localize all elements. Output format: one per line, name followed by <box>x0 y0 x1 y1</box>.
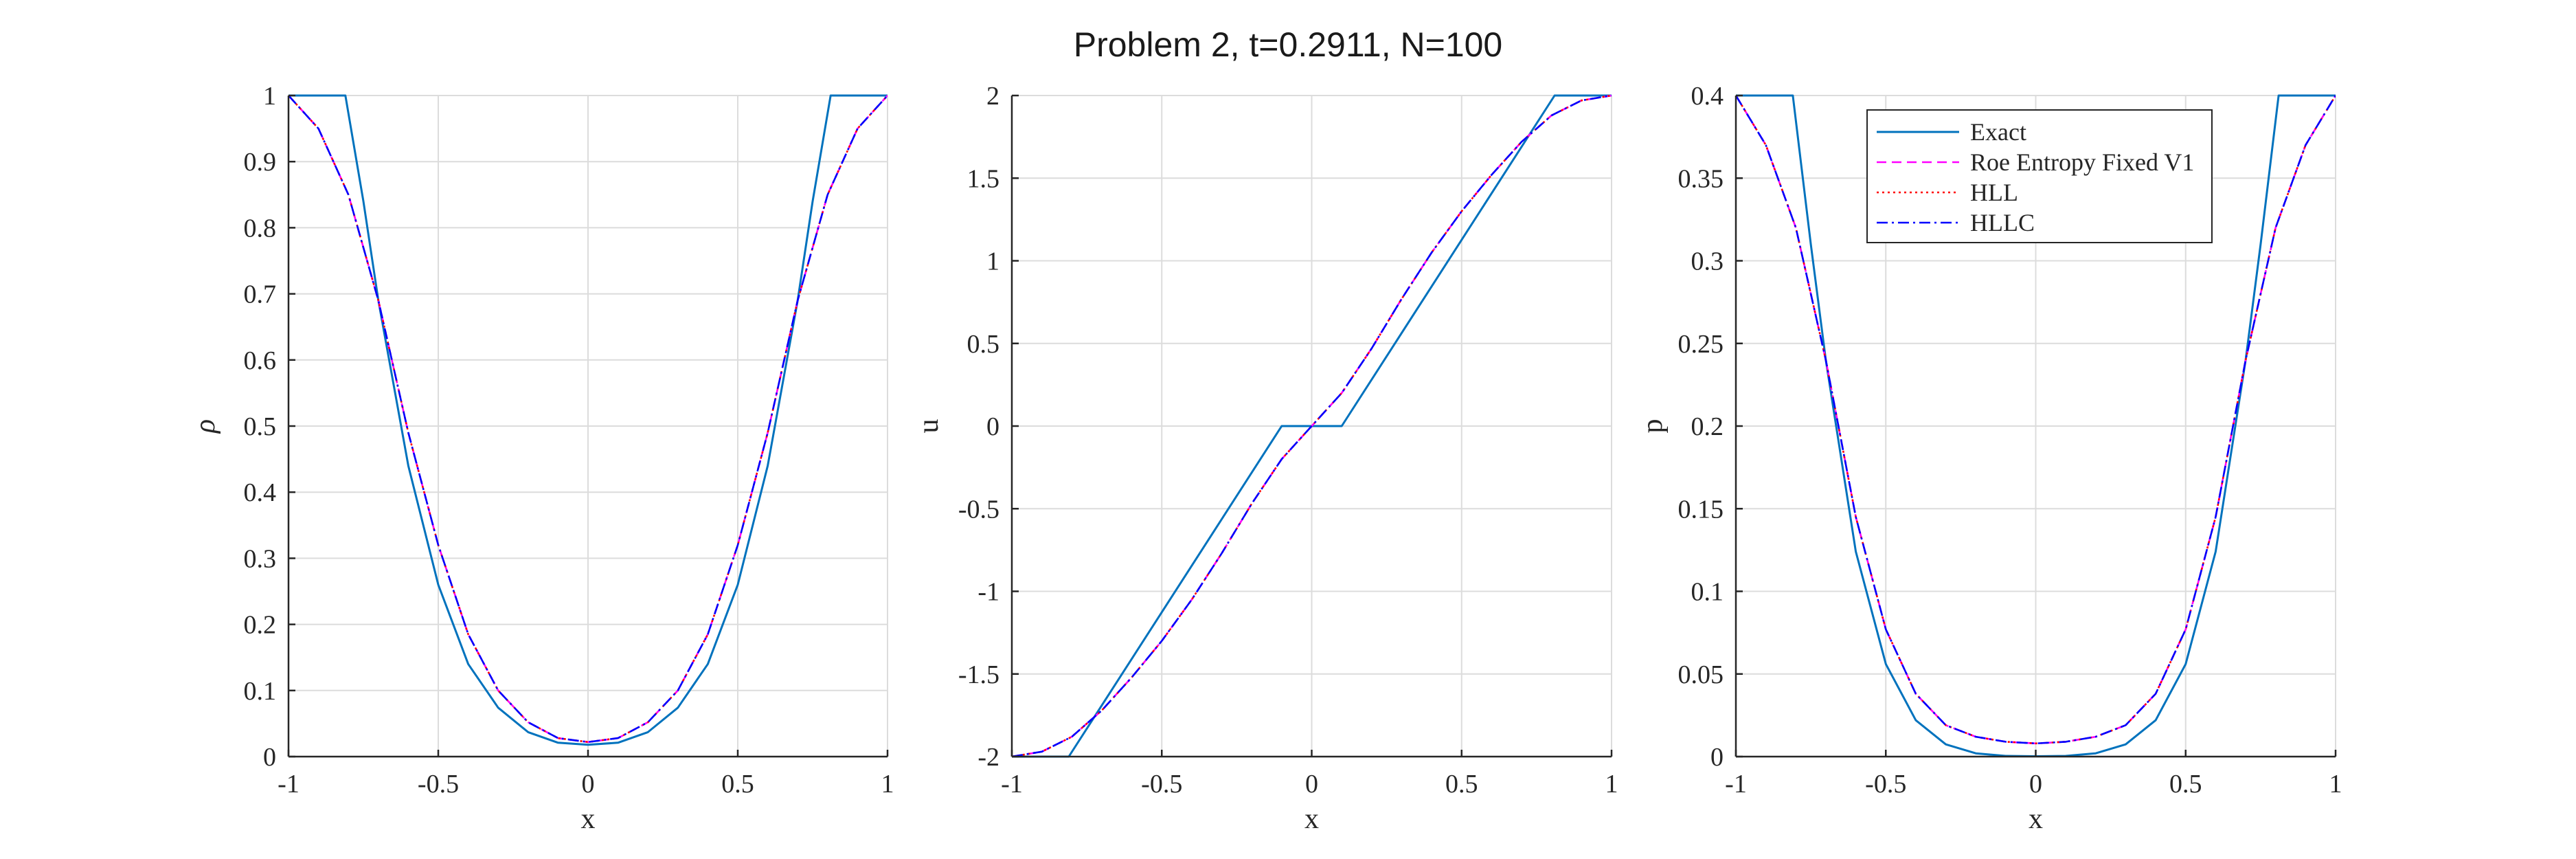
x-tick-label: -0.5 <box>1141 770 1182 799</box>
y-tick-label: 0.2 <box>1691 412 1724 441</box>
x-tick-label: 1 <box>881 770 894 799</box>
y-axis-label: p <box>1637 419 1669 434</box>
y-tick-label: 0.3 <box>1691 247 1724 276</box>
legend-entry-label: HLLC <box>1970 209 2035 236</box>
y-tick-label: 0.9 <box>244 148 277 177</box>
x-axis-label: x <box>1304 803 1319 835</box>
panel-2: -1 -0.5 0 0.5 1 -2 -1.5 -1 -0.5 0 0.5 1 1.5 2 x u <box>913 82 1618 835</box>
y-tick-label: 0.1 <box>1691 578 1724 607</box>
y-tick-label: 1 <box>263 82 276 111</box>
y-tick-label: 0 <box>1710 743 1724 772</box>
y-tick-label: 0.4 <box>1691 82 1724 111</box>
y-tick-label: 0.3 <box>244 544 277 573</box>
y-tick-label: 0.2 <box>244 611 277 640</box>
y-axis-label: ρ <box>190 419 221 434</box>
y-tick-label: 1 <box>986 247 999 276</box>
x-tick-label: -0.5 <box>418 770 459 799</box>
series-line-hllc <box>1012 94 1612 758</box>
y-tick-label: 0.4 <box>244 478 277 507</box>
x-tick-label: 0.5 <box>1445 770 1478 799</box>
series-line-hllc <box>1736 95 2336 745</box>
x-tick-label: -0.5 <box>1865 770 1906 799</box>
y-tick-label: 0.05 <box>1678 660 1724 689</box>
x-axis-label: x <box>2029 803 2043 835</box>
legend-box <box>1866 109 2213 243</box>
series-line-exact <box>289 94 888 746</box>
panels: -1 -0.5 0 0.5 1 0 0.1 0.2 0.3 0.4 0.5 0.6 0.7 0.8 0.9 1… <box>190 82 2342 835</box>
x-tick-label: 0 <box>2029 770 2042 799</box>
x-tick-label: 0 <box>582 770 595 799</box>
x-axis-label: x <box>581 803 596 835</box>
y-tick-label: -1.5 <box>958 660 999 689</box>
y-tick-label: -2 <box>978 743 999 772</box>
legend-entry-label: Exact <box>1970 118 2026 146</box>
y-tick-label: 0 <box>986 412 999 441</box>
y-tick-label: 0.35 <box>1678 164 1724 193</box>
x-tick-label: 0.5 <box>2169 770 2202 799</box>
x-tick-label: 1 <box>1605 770 1618 799</box>
y-tick-label: 0 <box>263 743 276 772</box>
legend-entry-label: Roe Entropy Fixed V1 <box>1970 148 2194 176</box>
y-tick-label: 0.7 <box>244 280 277 309</box>
x-tick-label: 0.5 <box>721 770 754 799</box>
y-tick-label: 0.25 <box>1678 330 1724 359</box>
y-tick-label: 2 <box>986 82 999 111</box>
x-tick-label: -1 <box>1725 770 1747 799</box>
y-tick-label: 0.5 <box>244 412 277 441</box>
y-tick-label: 0.8 <box>244 214 277 243</box>
x-tick-label: 1 <box>2329 770 2342 799</box>
y-tick-label: 0.6 <box>244 346 277 375</box>
legend-entry-label: HLL <box>1970 179 2018 206</box>
x-tick-label: 0 <box>1305 770 1318 799</box>
panel-1: -1 -0.5 0 0.5 1 0 0.1 0.2 0.3 0.4 0.5 0.6 0.7 0.8 0.9 1… <box>190 82 894 835</box>
x-tick-label: -1 <box>278 770 300 799</box>
y-tick-label: 0.15 <box>1678 495 1724 524</box>
y-tick-label: 0.1 <box>244 677 277 706</box>
y-tick-label: 0.5 <box>967 330 1000 359</box>
y-tick-label: -0.5 <box>958 495 999 524</box>
x-tick-label: -1 <box>1001 770 1023 799</box>
chart-title: Problem 2, t=0.2911, N=100 <box>1074 25 1503 64</box>
y-axis-label: u <box>913 419 945 434</box>
series-line-hllc <box>289 95 888 744</box>
y-tick-label: -1 <box>978 578 999 607</box>
y-tick-label: 1.5 <box>967 164 1000 193</box>
